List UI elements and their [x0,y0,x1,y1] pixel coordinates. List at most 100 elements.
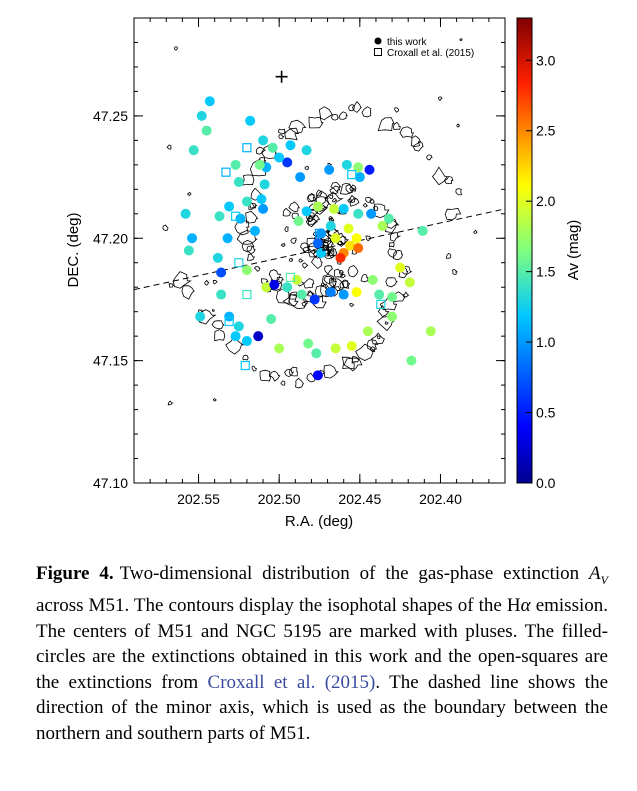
data-point-circle [367,274,378,285]
data-point-circle [214,211,225,222]
contour-blob [412,142,424,152]
center-plus-icon [275,70,288,83]
contour-blob [347,198,352,203]
colorbar-tick-label: 0.5 [536,405,556,421]
data-point-circle [254,159,265,170]
plot-frame [133,17,506,484]
data-point-circle [266,314,277,325]
x-axis-label: R.A. (deg) [285,513,353,530]
contour-blob [278,134,285,140]
contour-blob [377,304,390,318]
contour-blob [324,265,334,275]
colorbar [516,17,533,484]
colorbar-tick-label: 1.5 [536,264,556,280]
data-point-circle [338,289,349,300]
contour-blob [323,364,339,379]
data-point-circle [230,331,241,342]
contour-speck [445,253,452,259]
contour-blob [288,119,307,134]
contour-blob [234,220,250,236]
data-point-circle [258,203,269,214]
contour-blob [330,113,339,121]
y-tick-label: 47.20 [93,230,128,246]
contour-blob [374,203,390,219]
data-point-circle [364,164,375,175]
data-point-circle [201,125,212,136]
contour-blob [280,243,286,248]
x-tick-label: 202.50 [258,491,301,507]
data-point-square [242,289,252,300]
contour-speck [212,398,218,402]
contour-blob [323,275,333,284]
data-point-circle [353,243,364,254]
contour-speck [349,303,355,307]
data-point-circle [383,213,394,224]
contour-speck [212,309,215,312]
contour-blob [339,274,347,279]
colorbar-tick-label: 2.5 [536,123,556,139]
contour-blob [366,339,379,351]
data-point-circle [267,142,278,153]
data-point-circle [233,321,244,332]
contour-speck [186,192,192,197]
contour-blob [343,357,363,372]
contour-speck [384,321,390,325]
data-point-circle [425,326,436,337]
contour-blob [269,370,281,382]
data-point-circle [212,252,223,263]
contour-blob [365,235,372,242]
data-point-circle [295,172,306,183]
contour-speck [473,229,478,234]
contour-blob [361,106,372,118]
contour-speck [167,400,174,406]
caption-figure-label: Figure 4. [36,563,114,584]
contour-blob [288,366,298,377]
caption-text-4: . The dashed line shows the direction of… [36,671,608,744]
minor-axis-dashed-line [133,208,506,291]
data-point-circle [406,355,417,366]
data-point-circle [249,225,260,236]
data-point-square [234,258,244,268]
data-point-circle [335,252,346,263]
caption-text-2: across M51. The contours display the iso… [36,595,521,617]
legend: this work Croxall et al. (2015) [374,37,474,59]
caption-av-subscript: V [600,572,608,587]
data-point-circle [204,96,215,107]
contour-blob [341,280,351,289]
data-point-circle [258,135,269,146]
data-point-circle [351,233,362,244]
contour-blob [251,365,257,372]
data-point-circle [180,208,191,219]
contour-blob [301,301,309,307]
data-point-circle [282,282,293,293]
data-point-circle [312,201,323,212]
data-point-square [242,143,252,153]
data-point-circle [261,282,272,293]
legend-circle-icon [374,37,382,45]
contour-blob [242,174,255,186]
caption-citation-link[interactable]: Croxall et al. (2015) [207,671,376,693]
contour-blob [371,332,386,345]
contour-speck [166,144,172,150]
data-point-circle [241,196,252,207]
data-point-circle [291,274,302,285]
data-point-circle [329,203,340,214]
contour-blob [387,248,398,258]
contour-speck [162,224,169,231]
contour-blob [315,189,323,197]
caption-alpha-symbol: α [520,595,531,617]
data-point-circle [303,338,314,349]
y-tick-label: 47.15 [93,353,128,369]
contour-blob [339,269,345,275]
x-tick-label: 202.40 [419,491,462,507]
contour-speck [402,291,410,298]
contour-blob [288,257,294,262]
contour-blob [369,198,375,204]
contour-blob [455,188,463,196]
contour-speck [394,107,400,113]
contour-blob [259,369,272,382]
data-point-circle [235,213,246,224]
contour-speck [173,46,178,51]
data-point-circle [312,370,323,381]
contour-blob [399,126,415,138]
